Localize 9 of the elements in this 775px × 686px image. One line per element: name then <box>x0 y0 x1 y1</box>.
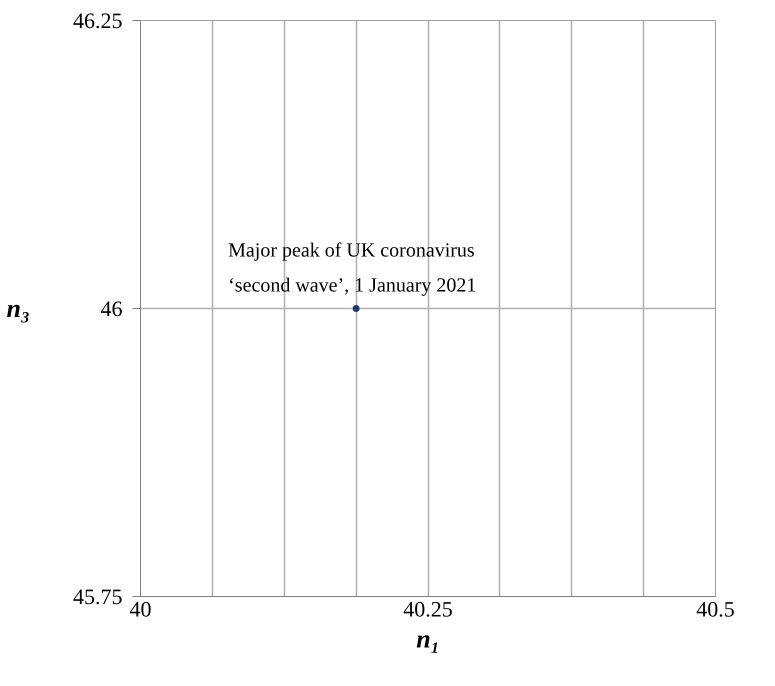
x-tick-label: 40.5 <box>696 596 735 622</box>
annotation: Major peak of UK coronavirus ‘second wave’, 1 January 2021 <box>228 239 476 296</box>
y-tick-label: 45.75 <box>73 584 122 609</box>
y-axis-title: n₃ <box>6 294 30 323</box>
x-tick-label: 40.25 <box>403 596 453 622</box>
y-tick-label: 46 <box>100 296 122 321</box>
x-axis-title: n₁ <box>416 624 440 654</box>
y-tick-label: 46.25 <box>73 8 122 33</box>
x-tick-label: 40 <box>130 596 152 622</box>
